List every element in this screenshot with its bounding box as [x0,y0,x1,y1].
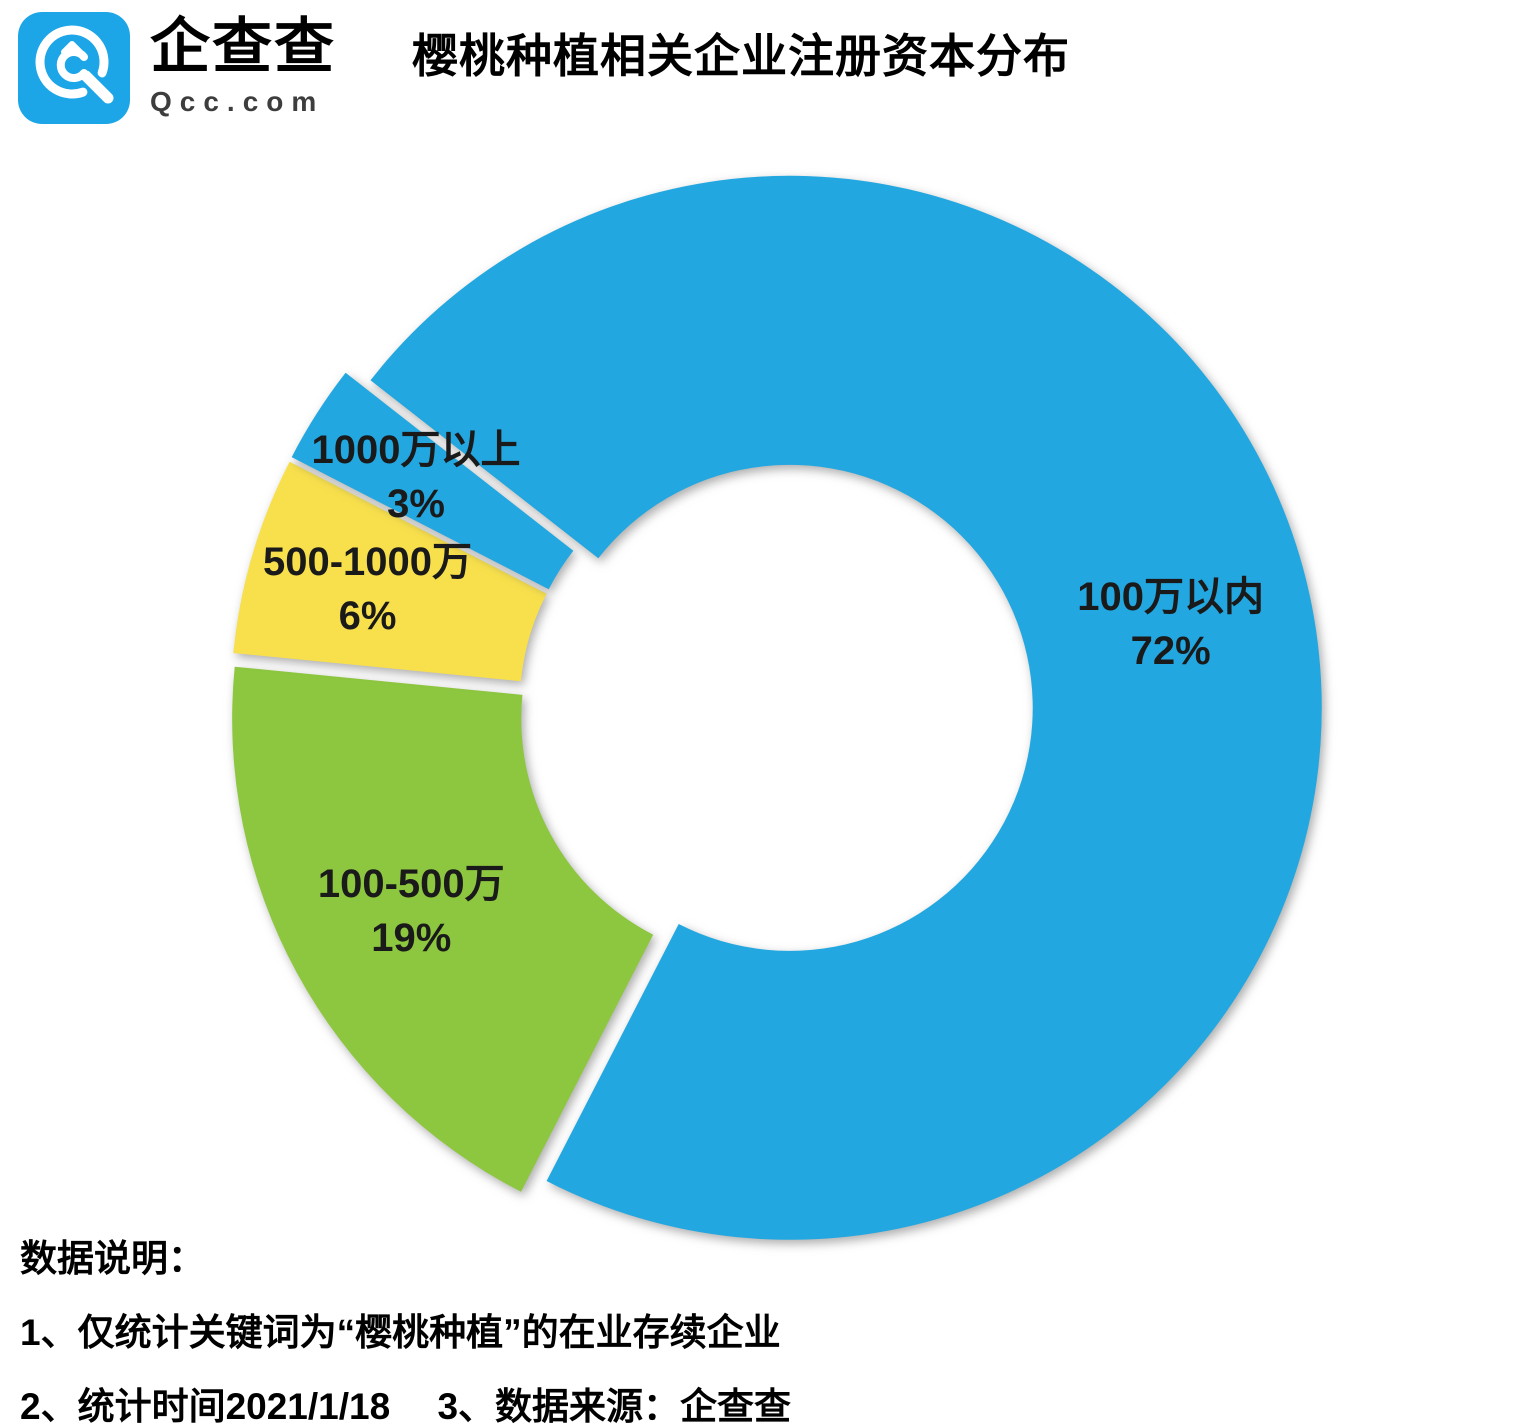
brand-name: 企查查 [150,13,336,80]
note-line-1: 1、仅统计关键词为“樱桃种植”的在业存续企业 [20,1312,781,1353]
note-line-2: 2、统计时间2021/1/18 3、数据来源：企查查 [20,1386,792,1424]
logo-roof-accent [61,41,83,55]
brand-domain: Qcc.com [150,86,325,117]
notes-block: 数据说明： 1、仅统计关键词为“樱桃种植”的在业存续企业 2、统计时间2021/… [20,1222,791,1424]
pie-slice-3 [291,372,574,590]
qcc-logo-icon [18,12,130,124]
pie-slice-0 [370,175,1322,1240]
pie-slice-2 [233,461,547,682]
note-heading: 数据说明： [20,1238,205,1279]
chart-title: 樱桃种植相关企业注册资本分布 [412,30,1070,82]
logo-q-ring [35,25,109,99]
qcc-logo [18,12,130,124]
logo-q-tail [80,70,114,104]
brand-text: 企查查 Qcc.com [150,14,336,118]
pie-slice-1 [232,666,654,1192]
